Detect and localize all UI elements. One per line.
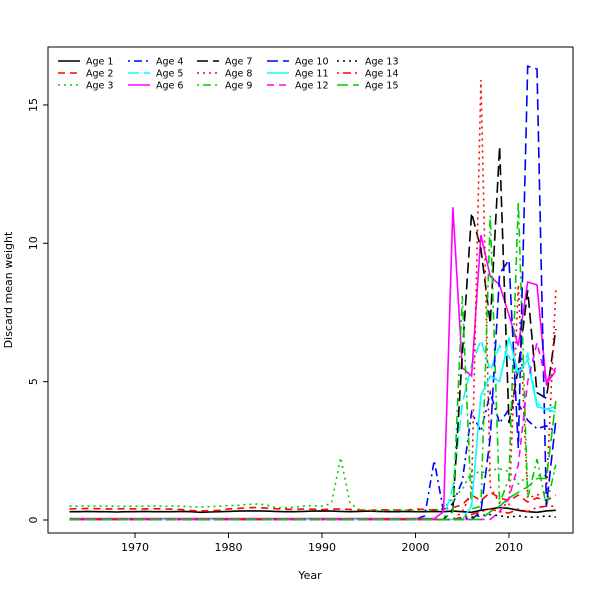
legend-item-age-4: Age 4	[128, 57, 183, 68]
legend-label-age-11: Age 11	[295, 69, 328, 80]
x-axis: 1970 1980 1990 2000 2010	[121, 533, 523, 554]
x-tick-label: 2010	[495, 541, 523, 554]
legend-label-age-4: Age 4	[156, 57, 183, 68]
legend-label-age-3: Age 3	[86, 81, 113, 92]
legend-item-age-15: Age 15	[337, 81, 398, 92]
legend-label-age-6: Age 6	[156, 81, 183, 92]
legend-label-age-9: Age 9	[225, 81, 252, 92]
y-axis: 0 5 10 15	[27, 98, 48, 524]
legend-item-age-12: Age 12	[267, 81, 328, 92]
legend-item-age-8: Age 8	[197, 69, 252, 80]
legend-label-age-12: Age 12	[295, 81, 328, 92]
series-line-age-1	[69, 506, 556, 514]
y-axis-title: Discard mean weight	[2, 231, 15, 348]
legend-label-age-8: Age 8	[225, 69, 252, 80]
legend-item-age-2: Age 2	[58, 69, 113, 80]
x-axis-title: Year	[297, 569, 322, 582]
legend-label-age-1: Age 1	[86, 57, 113, 68]
y-tick-label: 10	[27, 236, 40, 250]
legend-label-age-5: Age 5	[156, 69, 183, 80]
y-tick-label: 0	[27, 517, 40, 524]
legend-item-age-7: Age 7	[197, 57, 252, 68]
legend-label-age-2: Age 2	[86, 69, 113, 80]
legend-item-age-14: Age 14	[337, 69, 398, 80]
legend-item-age-5: Age 5	[128, 69, 183, 80]
legend-label-age-13: Age 13	[365, 57, 398, 68]
legend-item-age-11: Age 11	[267, 69, 328, 80]
plot-box	[47, 46, 574, 534]
legend-item-age-3: Age 3	[58, 81, 113, 92]
y-tick-label: 15	[27, 98, 40, 112]
legend-item-age-6: Age 6	[128, 81, 183, 92]
series-line-age-6	[69, 207, 557, 520]
series-line-age-2	[69, 491, 557, 512]
x-tick-label: 1980	[215, 541, 243, 554]
legend-label-age-14: Age 14	[365, 69, 398, 80]
series-line-age-7	[69, 146, 557, 521]
y-tick-label: 5	[27, 378, 40, 385]
series-line-age-15	[69, 400, 557, 521]
legend-label-age-10: Age 10	[295, 57, 328, 68]
x-tick-label: 1970	[121, 541, 149, 554]
x-tick-label: 2000	[402, 541, 430, 554]
legend-item-age-1: Age 1	[58, 57, 113, 68]
legend-item-age-10: Age 10	[267, 57, 328, 68]
series-lines	[69, 65, 557, 521]
x-tick-label: 1990	[308, 541, 336, 554]
legend-item-age-9: Age 9	[197, 81, 252, 92]
legend-item-age-13: Age 13	[337, 57, 398, 68]
legend-label-age-15: Age 15	[365, 81, 398, 92]
legend-label-age-7: Age 7	[225, 57, 252, 68]
